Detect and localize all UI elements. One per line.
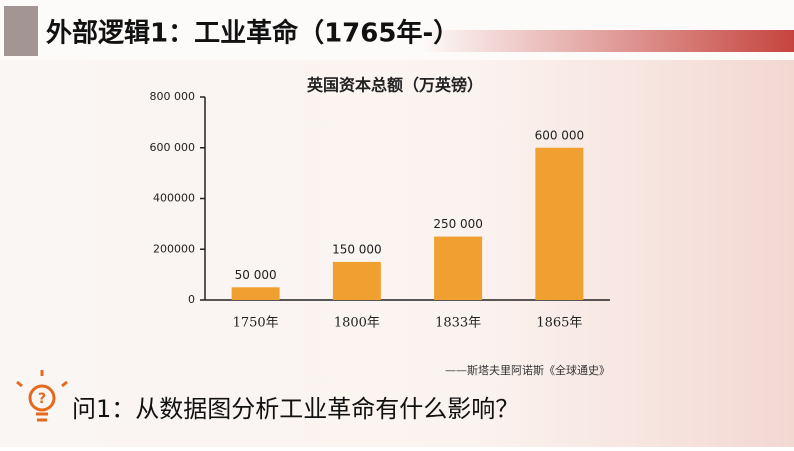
bulb-mark: ? [38, 391, 46, 407]
bar [231, 287, 280, 300]
question: 问1：从数据图分析工业革命有什么影响？ [72, 395, 519, 423]
value-label: 600 000 [535, 128, 585, 142]
x-tick-label: 1833年 [435, 316, 481, 331]
value-label: 50 000 [235, 268, 277, 282]
bar [535, 147, 584, 300]
chart-title: 英国资本总额（万英镑） [306, 76, 483, 95]
value-label: 250 000 [433, 217, 483, 231]
y-tick-label: 800 000 [150, 90, 196, 103]
y-tick-label: 400000 [153, 192, 195, 205]
bar [332, 261, 381, 300]
x-tick-label: 1750年 [233, 316, 279, 331]
value-label: 150 000 [332, 242, 382, 256]
header-title: 外部逻辑1：工业革命（1765年-） [46, 18, 459, 49]
header-band [420, 30, 794, 52]
bar [434, 236, 483, 300]
x-tick-label: 1800年 [334, 316, 380, 331]
bulb-icon [16, 370, 68, 422]
chart: 0 200000 400000 600 000 800 000 1750年 50 000 18… [150, 90, 610, 331]
y-tick-label: 200000 [153, 242, 195, 255]
y-tick-label: 0 [188, 293, 195, 306]
header-icon [4, 6, 38, 56]
source: ——斯塔夫里阿诺斯《全球通史》 [445, 363, 610, 377]
y-tick-label: 600 000 [150, 141, 196, 154]
x-tick-label: 1865年 [536, 316, 582, 331]
